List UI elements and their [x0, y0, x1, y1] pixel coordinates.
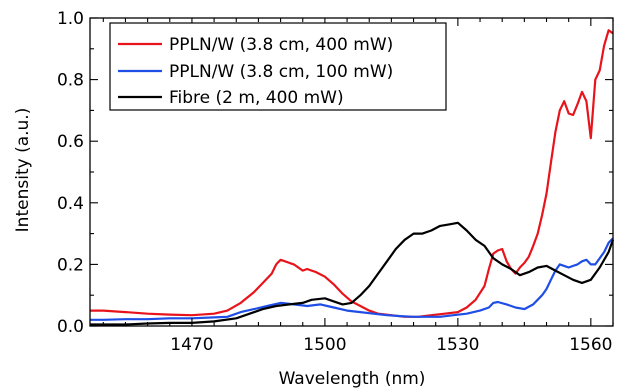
- x-tick-label: 1470: [170, 335, 213, 355]
- plot-lines: [90, 29, 615, 326]
- tick-labels: 1470 1500 1530 1560 0.0 0.2 0.4 0.6 0.8 1.0: [57, 9, 613, 355]
- x-axis-title: Wavelength (nm): [279, 369, 426, 389]
- series-line-0: [90, 29, 614, 318]
- y-tick-label: 0.8: [57, 71, 84, 91]
- y-tick-label: 0.6: [57, 132, 84, 152]
- y-tick-label: 0.0: [57, 317, 84, 337]
- y-tick-label: 1.0: [57, 9, 84, 29]
- x-tick-label: 1530: [436, 335, 479, 355]
- y-axis-title: Intensity (a.u.): [13, 108, 33, 233]
- series-line-1: [90, 237, 614, 321]
- legend-box: [109, 22, 447, 111]
- legend-label-ppln-100: PPLN/W (3.8 cm, 100 mW): [169, 62, 393, 82]
- legend: PPLN/W (3.8 cm, 400 mW) PPLN/W (3.8 cm, …: [109, 22, 447, 111]
- x-tick-label: 1560: [569, 335, 612, 355]
- legend-label-ppln-400: PPLN/W (3.8 cm, 400 mW): [169, 35, 393, 55]
- y-tick-label: 0.2: [57, 255, 84, 275]
- x-tick-label: 1500: [303, 335, 346, 355]
- legend-label-fibre: Fibre (2 m, 400 mW): [169, 88, 344, 108]
- y-tick-label: 0.4: [57, 194, 84, 214]
- ticks: [90, 17, 614, 327]
- series-line-2: [90, 221, 615, 326]
